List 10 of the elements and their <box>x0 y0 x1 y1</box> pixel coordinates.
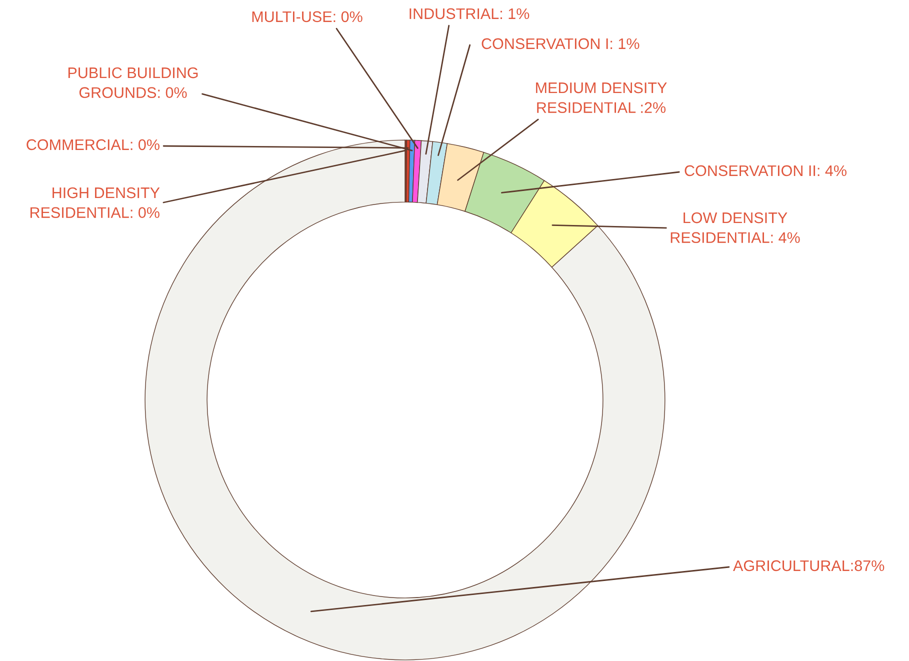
slice-label: CONSERVATION II: 4% <box>684 165 846 176</box>
slice-label: HIGH DENSITY RESIDENTIAL: 0% <box>30 187 160 218</box>
slice-label: COMMERCIAL: 0% <box>26 139 160 150</box>
slice-label: MEDIUM DENSITY RESIDENTIAL :2% <box>536 82 667 113</box>
slice-label: CONSERVATION I: 1% <box>482 38 640 50</box>
slice-label: MULTI-USE: 0% <box>252 11 362 22</box>
slice-label: PUBLIC BUILDING GROUNDS: 0% <box>68 67 198 98</box>
slice-label: INDUSTRIAL: 1% <box>410 8 530 20</box>
slice-label: AGRICULTURAL:87% <box>733 560 884 572</box>
slice-label: LOW DENSITY RESIDENTIAL: 4% <box>670 212 800 243</box>
